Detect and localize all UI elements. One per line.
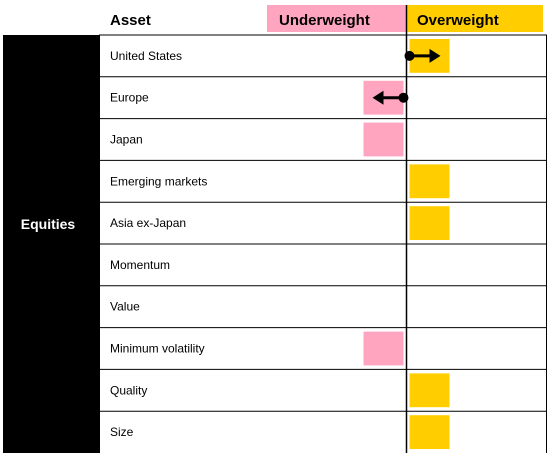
sector-label: Equities bbox=[21, 216, 76, 232]
row-label: Europe bbox=[110, 91, 149, 105]
underweight-header: Underweight bbox=[279, 12, 370, 29]
underweight-box bbox=[363, 331, 404, 366]
row-label: Momentum bbox=[110, 258, 170, 272]
overweight-box bbox=[409, 164, 450, 199]
row-label: Minimum volatility bbox=[110, 342, 205, 356]
overweight-box bbox=[409, 415, 450, 449]
row-label: Quality bbox=[110, 383, 147, 397]
row-label: Japan bbox=[110, 133, 143, 147]
row-label: Size bbox=[110, 425, 134, 439]
underweight-header-bg bbox=[267, 5, 406, 32]
row-label: Value bbox=[110, 300, 140, 314]
underweight-box bbox=[363, 122, 404, 157]
overweight-header-bg bbox=[407, 5, 543, 32]
overweight-box bbox=[409, 206, 450, 240]
sector-block bbox=[3, 35, 99, 453]
asset-header: Asset bbox=[110, 12, 151, 29]
change-arrow-head bbox=[429, 48, 441, 63]
overweight-header: Overweight bbox=[417, 12, 499, 29]
row-label: United States bbox=[110, 49, 182, 63]
row-label: Asia ex-Japan bbox=[110, 216, 186, 230]
row-label: Emerging markets bbox=[110, 174, 207, 188]
overweight-box bbox=[409, 373, 450, 408]
change-arrow-head bbox=[372, 90, 384, 105]
